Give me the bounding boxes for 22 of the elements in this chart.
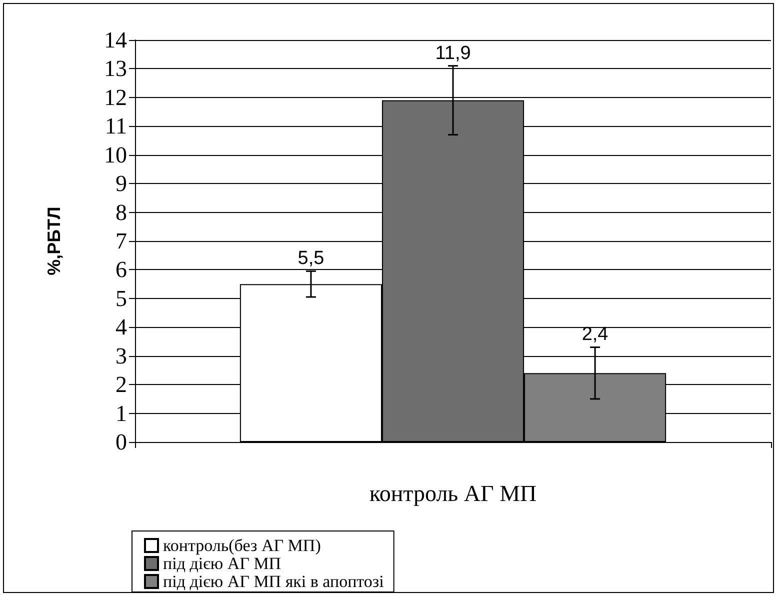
y-tick-label: 7 — [116, 228, 127, 254]
y-tick-label: 6 — [116, 257, 127, 282]
y-tick-label: 3 — [116, 343, 127, 368]
y-tick-label: 14 — [104, 28, 128, 52]
y-tick-label: 8 — [116, 200, 127, 225]
y-tick-label: 9 — [116, 171, 127, 196]
y-tick-label: 1 — [116, 400, 127, 426]
legend-label: під дією АГ МП — [163, 554, 282, 573]
x-tick-label: контроль АГ МП — [369, 481, 537, 506]
y-axis-title: %,РБТЛ — [44, 206, 64, 276]
y-tick-label: 13 — [104, 56, 127, 82]
data-label: 11,9 — [435, 42, 471, 64]
y-tick-label: 0 — [116, 430, 127, 454]
y-tick-label: 5 — [116, 286, 127, 311]
data-label: 5,5 — [298, 248, 324, 270]
y-tick-label: 12 — [104, 84, 127, 110]
y-tick-label: 4 — [116, 314, 128, 340]
y-tick-label: 2 — [116, 372, 127, 398]
legend-label: під дією АГ МП які в апоптозі — [163, 572, 384, 591]
legend-label: контроль(без АГ МП) — [163, 536, 321, 555]
y-tick-label: 11 — [104, 114, 127, 139]
y-tick-label: 10 — [104, 142, 127, 168]
